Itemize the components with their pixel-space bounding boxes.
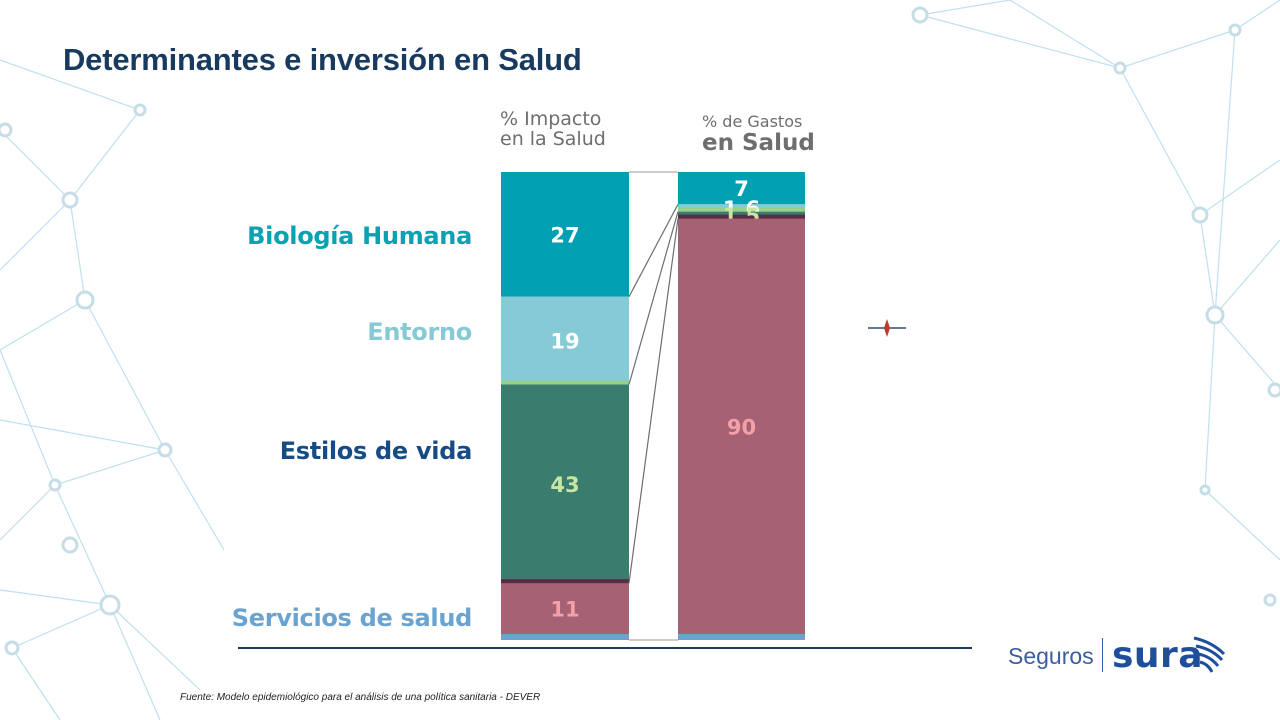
column-header-gastos-line1: % de Gastos (702, 112, 803, 131)
segment-separator (501, 380, 629, 387)
category-label-biologia: Biología Humana (247, 222, 472, 250)
bar-base-strip (501, 634, 629, 640)
value-label-gastos-biologia: 7 (734, 177, 749, 201)
column-header-gastos: % de Gastos en Salud (702, 112, 815, 156)
connector-line (628, 218, 679, 584)
category-label-servicios: Servicios de salud (231, 604, 473, 632)
segment-separator (501, 579, 629, 586)
compass-star-icon (868, 319, 906, 337)
bar-impacto-estilos (501, 384, 629, 584)
category-label-estilos: Estilos de vida (279, 437, 473, 465)
bar-gastos-servicios (678, 218, 805, 634)
logo-divider (1102, 638, 1103, 672)
category-label-entorno: Entorno (367, 318, 472, 346)
column-header-impacto-line1: % Impacto (500, 108, 602, 130)
connector-line (628, 204, 679, 298)
connector-line (628, 211, 679, 385)
bar-impacto-biologia (501, 172, 629, 297)
value-label-impacto-entorno: 19 (550, 330, 579, 354)
value-label-impacto-servicios: 11 (550, 598, 579, 622)
column-header-impacto: % Impacto en la Salud (500, 108, 606, 150)
value-label-impacto-biologia: 27 (550, 223, 579, 247)
slide-title: Determinantes e inversión en Salud (63, 42, 582, 77)
segment-separator (678, 214, 805, 221)
bar-impacto-entorno (501, 296, 629, 385)
value-label-impacto-estilos: 43 (550, 473, 579, 497)
bar-base-strip (678, 634, 805, 640)
wing-icon (1193, 636, 1226, 673)
source-note: Fuente: Modelo epidemiológico para el an… (180, 692, 541, 703)
column-header-impacto-line2: en la Salud (500, 127, 606, 150)
segment-separator (678, 207, 805, 214)
logo-brand: sura (1112, 635, 1204, 676)
column-header-gastos-line2: en Salud (702, 129, 815, 156)
bar-gastos-biologia (678, 172, 805, 205)
bar-impacto-servicios (501, 583, 629, 634)
value-label-gastos-servicios: 90 (727, 415, 756, 439)
baseline-rule (238, 647, 972, 649)
logo-prefix: Seguros (1008, 643, 1094, 669)
